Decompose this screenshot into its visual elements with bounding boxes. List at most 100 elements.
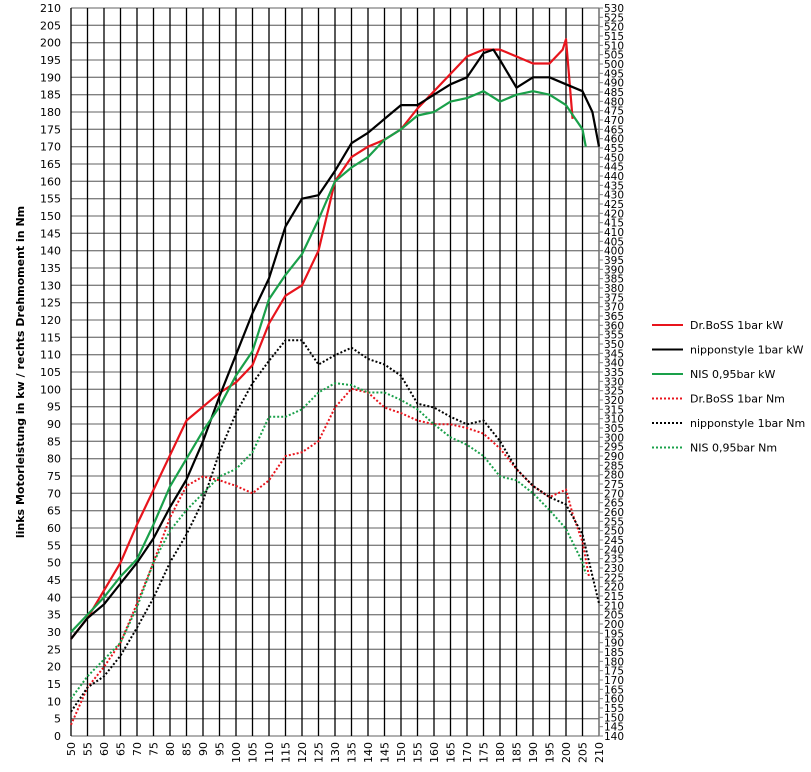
- right-tick-label: 185: [604, 647, 624, 659]
- left-tick-label: 60: [47, 522, 61, 535]
- right-tick-label: 530: [604, 3, 624, 15]
- x-tick-label: 140: [362, 742, 375, 763]
- right-tick-label: 190: [604, 638, 624, 650]
- right-tick-label: 140: [604, 731, 624, 743]
- right-tick-label: 250: [604, 526, 624, 538]
- x-tick-label: 200: [560, 742, 573, 763]
- right-tick-label: 525: [604, 12, 624, 24]
- right-tick-label: 170: [604, 675, 624, 687]
- left-tick-label: 85: [47, 435, 61, 448]
- legend-label: NIS 0,95bar Nm: [690, 442, 777, 455]
- left-tick-label: 195: [40, 54, 61, 67]
- left-tick-label: 45: [47, 574, 61, 587]
- right-tick-label: 195: [604, 628, 624, 640]
- right-tick-label: 445: [604, 162, 624, 174]
- x-tick-label: 185: [511, 742, 524, 763]
- x-tick-label: 130: [329, 742, 342, 763]
- x-tick-label: 105: [247, 742, 260, 763]
- x-tick-label: 100: [230, 742, 243, 763]
- left-tick-label: 140: [40, 245, 61, 258]
- right-tick-label: 380: [604, 283, 624, 295]
- right-tick-label: 490: [604, 78, 624, 90]
- right-tick-label: 435: [604, 180, 624, 192]
- x-tick-label: 110: [263, 742, 276, 763]
- right-tick-label: 385: [604, 274, 624, 286]
- x-tick-label: 195: [544, 742, 557, 763]
- left-tick-label: 0: [54, 730, 61, 743]
- right-tick-label: 220: [604, 582, 624, 594]
- left-tick-label: 145: [40, 227, 61, 240]
- right-tick-label: 465: [604, 124, 624, 136]
- right-tick-label: 205: [604, 610, 624, 622]
- right-tick-label: 520: [604, 22, 624, 34]
- left-tick-label: 165: [40, 158, 61, 171]
- right-tick-label: 430: [604, 190, 624, 202]
- right-tick-label: 355: [604, 330, 624, 342]
- left-tick-label: 70: [47, 487, 61, 500]
- x-tick-label: 60: [98, 742, 111, 756]
- left-tick-label: 115: [40, 331, 61, 344]
- x-tick-label: 50: [65, 742, 78, 756]
- left-tick-label: 55: [47, 539, 61, 552]
- series-lines: [70, 38, 601, 726]
- right-tick-label: 255: [604, 516, 624, 528]
- left-tick-label: 110: [40, 349, 61, 362]
- right-tick-label: 325: [604, 386, 624, 398]
- right-tick-label: 360: [604, 320, 624, 332]
- right-tick-label: 280: [604, 470, 624, 482]
- left-tick-label: 90: [47, 418, 61, 431]
- x-tick-label: 70: [131, 742, 144, 756]
- x-axis-ticks: 50 55 60 65 70 75 80 85 90 95 100 105 110 115 120 125 13…: [65, 742, 606, 763]
- x-tick-label: 145: [379, 742, 392, 763]
- legend: Dr.BoSS 1bar kW nipponstyle 1bar kW NIS 0,…: [652, 319, 805, 455]
- right-tick-label: 230: [604, 563, 624, 575]
- x-tick-label: 190: [527, 742, 540, 763]
- left-tick-label: 210: [40, 2, 61, 15]
- left-tick-label: 65: [47, 505, 61, 518]
- right-tick-label: 300: [604, 432, 624, 444]
- right-tick-label: 165: [604, 684, 624, 696]
- right-tick-label: 335: [604, 367, 624, 379]
- left-tick-label: 15: [47, 678, 61, 691]
- right-tick-label: 285: [604, 460, 624, 472]
- grid: [70, 7, 600, 737]
- left-tick-label: 205: [40, 19, 61, 32]
- right-axis-ticks: 1401451501551601651701751801851901952002…: [599, 3, 624, 743]
- right-tick-label: 210: [604, 600, 624, 612]
- x-tick-label: 205: [577, 742, 590, 763]
- right-tick-label: 290: [604, 451, 624, 463]
- right-tick-label: 370: [604, 302, 624, 314]
- right-tick-label: 495: [604, 68, 624, 80]
- right-tick-label: 480: [604, 96, 624, 108]
- x-tick-label: 125: [313, 742, 326, 763]
- right-tick-label: 150: [604, 712, 624, 724]
- y-axis-label: links Motorleistung in kw / rechts Drehm…: [14, 206, 27, 538]
- right-tick-label: 260: [604, 507, 624, 519]
- right-tick-label: 240: [604, 544, 624, 556]
- right-tick-label: 470: [604, 115, 624, 127]
- x-tick-label: 155: [412, 742, 425, 763]
- left-tick-label: 190: [40, 71, 61, 84]
- left-tick-label: 25: [47, 643, 61, 656]
- right-tick-label: 275: [604, 479, 624, 491]
- x-tick-label: 80: [164, 742, 177, 756]
- right-tick-label: 345: [604, 348, 624, 360]
- right-tick-label: 320: [604, 395, 624, 407]
- x-tick-label: 135: [346, 742, 359, 763]
- x-tick-label: 85: [181, 742, 194, 756]
- left-tick-label: 20: [47, 661, 61, 674]
- left-tick-label: 150: [40, 210, 61, 223]
- right-tick-label: 340: [604, 358, 624, 370]
- left-tick-label: 50: [47, 557, 61, 570]
- right-tick-label: 310: [604, 414, 624, 426]
- right-tick-label: 410: [604, 227, 624, 239]
- right-tick-label: 295: [604, 442, 624, 454]
- x-tick-label: 160: [428, 742, 441, 763]
- legend-label: nipponstyle 1bar Nm: [690, 417, 805, 430]
- right-tick-label: 245: [604, 535, 624, 547]
- x-tick-label: 75: [148, 742, 161, 756]
- right-tick-label: 265: [604, 498, 624, 510]
- right-tick-label: 215: [604, 591, 624, 603]
